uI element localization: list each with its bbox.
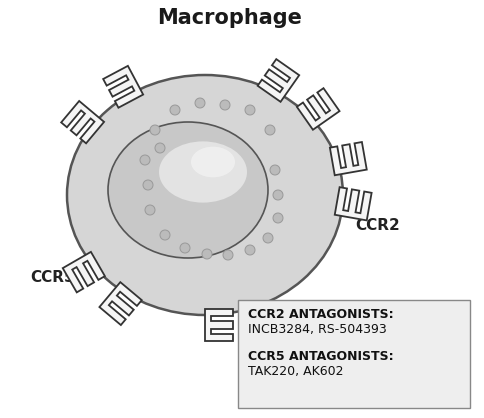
- Ellipse shape: [195, 98, 205, 108]
- Ellipse shape: [265, 125, 275, 135]
- Polygon shape: [63, 252, 105, 292]
- Polygon shape: [335, 187, 372, 220]
- Ellipse shape: [67, 75, 343, 315]
- Ellipse shape: [191, 147, 235, 177]
- Ellipse shape: [263, 233, 273, 243]
- Ellipse shape: [160, 230, 170, 240]
- Text: TAK220, AK602: TAK220, AK602: [248, 365, 344, 379]
- Text: CCR5 ANTAGONISTS:: CCR5 ANTAGONISTS:: [248, 349, 393, 362]
- Ellipse shape: [155, 143, 165, 153]
- Ellipse shape: [245, 105, 255, 115]
- Polygon shape: [297, 88, 340, 130]
- Ellipse shape: [159, 141, 247, 203]
- Polygon shape: [205, 309, 233, 341]
- Ellipse shape: [180, 243, 190, 253]
- Polygon shape: [103, 66, 143, 108]
- Polygon shape: [257, 59, 299, 102]
- Ellipse shape: [273, 213, 283, 223]
- Ellipse shape: [150, 125, 160, 135]
- Text: CCR2 ANTAGONISTS:: CCR2 ANTAGONISTS:: [248, 308, 393, 321]
- Text: Macrophage: Macrophage: [158, 8, 302, 28]
- Ellipse shape: [202, 249, 212, 259]
- Ellipse shape: [140, 155, 150, 165]
- Polygon shape: [330, 142, 367, 175]
- Ellipse shape: [273, 190, 283, 200]
- Text: INCB3284, RS-504393: INCB3284, RS-504393: [248, 324, 387, 336]
- FancyBboxPatch shape: [238, 300, 470, 408]
- Ellipse shape: [145, 205, 155, 215]
- Ellipse shape: [270, 165, 280, 175]
- Ellipse shape: [223, 250, 233, 260]
- Ellipse shape: [143, 180, 153, 190]
- Polygon shape: [99, 282, 142, 325]
- Ellipse shape: [170, 105, 180, 115]
- Ellipse shape: [245, 245, 255, 255]
- Text: CCR5: CCR5: [30, 270, 75, 285]
- Ellipse shape: [108, 122, 268, 258]
- Polygon shape: [61, 101, 104, 143]
- Ellipse shape: [220, 100, 230, 110]
- Text: CCR2: CCR2: [355, 217, 400, 232]
